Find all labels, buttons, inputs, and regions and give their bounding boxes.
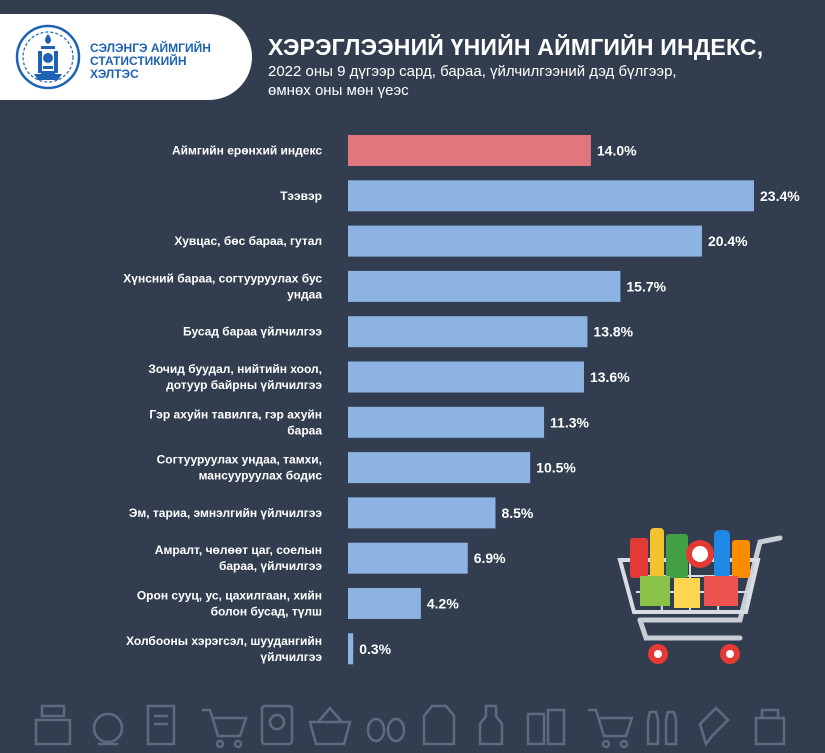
eggs-icon xyxy=(366,717,406,743)
logo-line: ХЭЛТЭС xyxy=(90,67,139,81)
value-label: 13.8% xyxy=(593,324,633,340)
value-label: 10.5% xyxy=(536,460,576,476)
bar xyxy=(348,497,496,529)
category-label: Эм, тариа, эмнэлгийн үйлчилгээ xyxy=(129,506,323,520)
bar xyxy=(348,588,421,619)
bag-icon xyxy=(754,708,786,746)
value-label: 11.3% xyxy=(550,414,589,430)
bar xyxy=(348,633,354,665)
bottles-icon xyxy=(646,710,678,746)
bar xyxy=(348,225,702,257)
decorative-icons-strip xyxy=(34,704,786,749)
category-label: Аймгийн ерөнхий индекс xyxy=(172,144,322,158)
bar xyxy=(348,406,545,438)
bar xyxy=(348,542,468,574)
receipt-icon xyxy=(146,704,176,746)
bar xyxy=(348,270,621,302)
price-tag-icon xyxy=(260,704,294,746)
bar xyxy=(348,361,584,393)
cart-icon xyxy=(202,708,248,749)
category-label: Хувцас, бөс бараа, гутал xyxy=(174,234,322,248)
category-label: Холбооны хэрэгсэл, шуудангийн үйлчилгээ xyxy=(126,634,322,664)
chart-subtitle: 2022 оны 9 дүгээр сард, бараа, үйлчилгээ… xyxy=(268,62,677,100)
bottle-icon xyxy=(478,704,504,746)
value-label: 20.4% xyxy=(708,233,748,249)
cash-register-icon xyxy=(34,704,72,746)
chart-title: ХЭРЭГЛЭЭНИЙ ҮНИЙН АЙМГИЙН ИНДЕКС, xyxy=(268,34,764,60)
logo-card: СЭЛЭНГЭ АЙМГИЙН СТАТИСТИКИЙН ХЭЛТЭС xyxy=(0,14,252,100)
subtitle-line: 2022 оны 9 дүгээр сард, бараа, үйлчилгээ… xyxy=(268,63,677,80)
basket-icon xyxy=(308,706,352,746)
bar xyxy=(348,452,531,484)
category-label: Гэр ахуйн тавилга, гэр ахуйн бараа xyxy=(149,407,322,437)
logo-line: СТАТИСТИКИЙН xyxy=(90,54,187,68)
category-label: Зочид буудал, нийтийн хоол, дотуур байрны… xyxy=(148,362,322,392)
subtitle-line: өмнөх оны мөн үеэс xyxy=(268,82,409,99)
value-label: 6.9% xyxy=(474,550,506,566)
milk-carton-icon xyxy=(422,704,456,746)
value-label: 8.5% xyxy=(501,505,533,521)
bar-chart: 14.0% Аймгийн ерөнхий индекс 23.4% Тээвэр 20… xyxy=(123,135,800,665)
category-label: Амралт, чөлөөт цаг, соелын бараа, үйлчилг… xyxy=(155,543,323,573)
cart-icon xyxy=(588,708,634,749)
soyombo-emblem-icon xyxy=(15,24,81,90)
bar xyxy=(348,316,588,348)
category-label: Бусад бараа үйлчилгээ xyxy=(183,325,322,339)
logo-text: СЭЛЭНГЭ АЙМГИЙН СТАТИСТИКИЙН ХЭЛТЭС xyxy=(90,42,211,81)
category-label: Согтууруулах ундаа, тамхи, мансууруулах б… xyxy=(157,453,323,483)
bar xyxy=(348,180,754,212)
value-label: 0.3% xyxy=(359,641,391,657)
scale-icon xyxy=(92,712,124,746)
spray-icon xyxy=(698,706,730,747)
value-label: 4.2% xyxy=(427,596,459,612)
jars-icon xyxy=(526,708,566,746)
value-label: 15.7% xyxy=(626,278,666,294)
value-label: 23.4% xyxy=(760,188,800,204)
value-label: 14.0% xyxy=(597,143,637,159)
category-label: Тээвэр xyxy=(280,189,322,203)
logo-line: СЭЛЭНГЭ АЙМГИЙН xyxy=(90,41,211,55)
shopping-cart-icon xyxy=(617,528,783,664)
category-label: Хүнсний бараа, согтууруулах бус ундаа xyxy=(123,271,322,301)
value-label: 13.6% xyxy=(590,369,630,385)
category-label: Орон сууц, ус, цахилгаан, хийн болон буса… xyxy=(137,589,322,619)
bar-highlight xyxy=(348,135,591,166)
